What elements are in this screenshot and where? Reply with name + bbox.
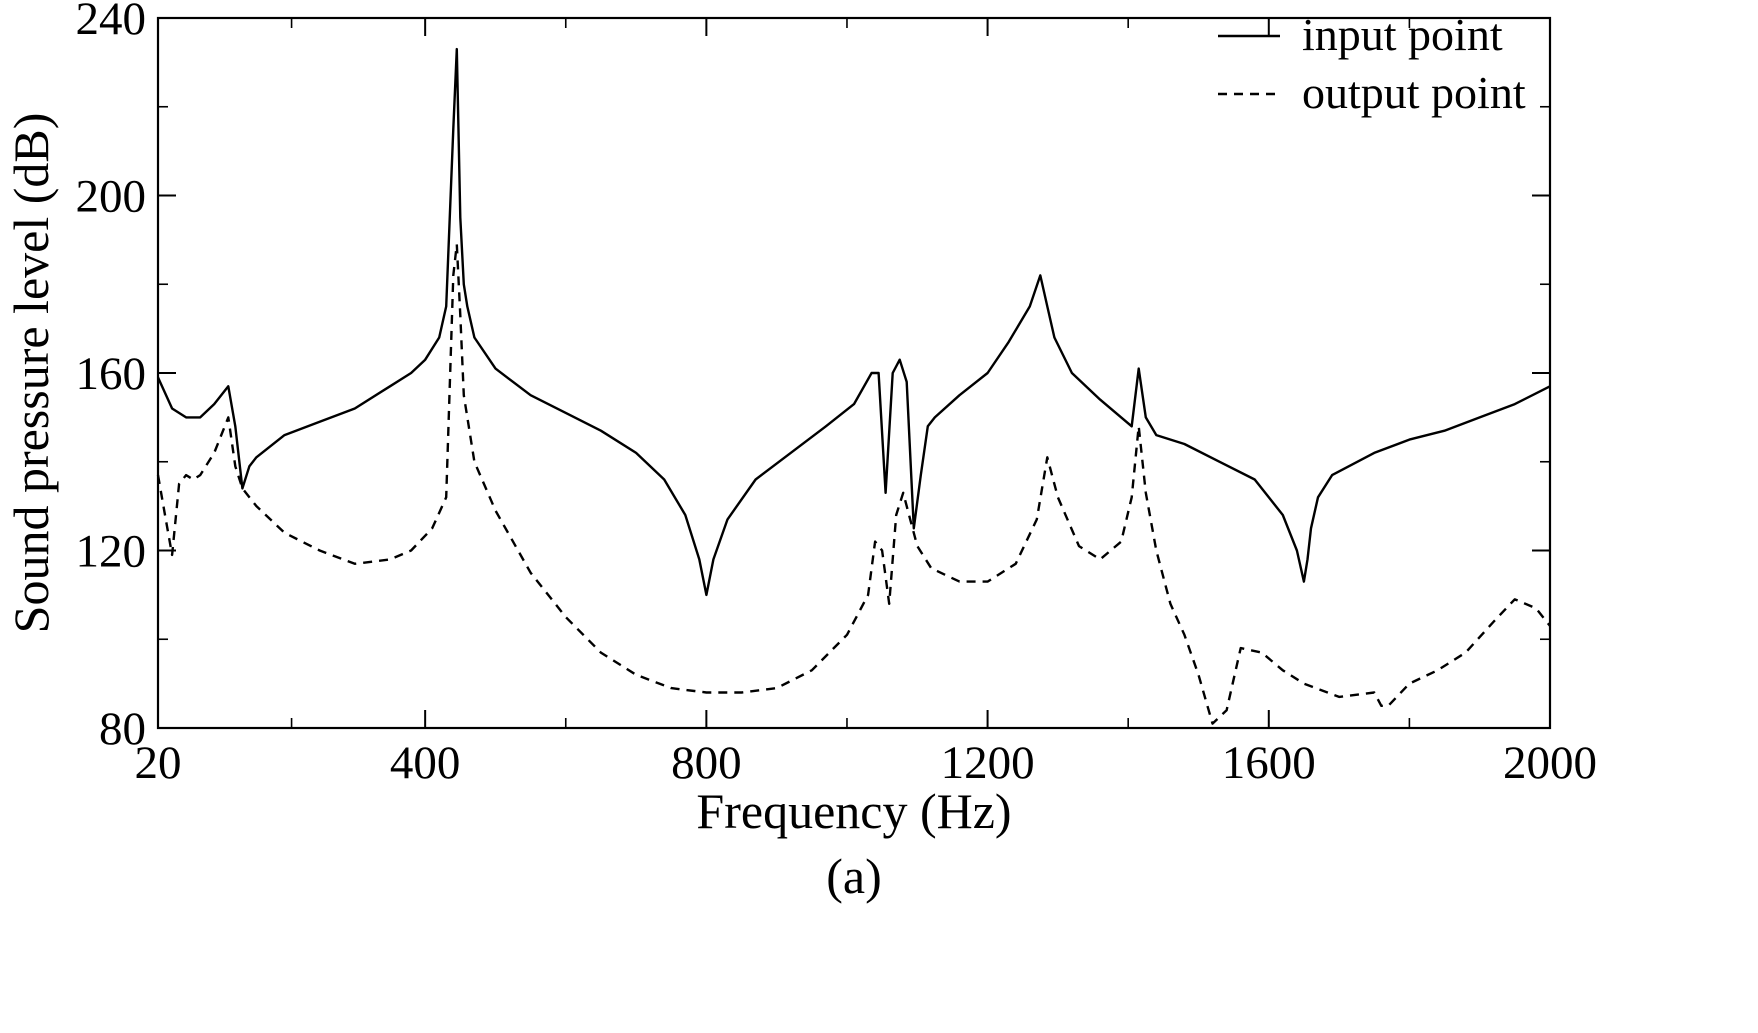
x-axis-label: Frequency (Hz)	[696, 783, 1011, 839]
legend-label-output-point: output point	[1302, 67, 1526, 118]
legend: input point output point	[1218, 9, 1526, 118]
y-tick-label-200: 200	[76, 171, 147, 223]
series-line-input-point	[156, 47, 1551, 597]
plot-area-frame	[156, 16, 1552, 730]
x-tick-labels: 20 400 800 1200 1600 2000	[135, 737, 1598, 789]
x-tick-label-1200: 1200	[941, 737, 1035, 789]
x-tick-label-800: 800	[671, 737, 742, 789]
figure-caption: (a)	[826, 848, 882, 904]
legend-label-input-point: input point	[1302, 9, 1503, 60]
y-tick-label-160: 160	[76, 348, 147, 400]
y-tick-label-240: 240	[76, 0, 147, 45]
x-tick-label-1600: 1600	[1222, 737, 1316, 789]
x-tick-label-400: 400	[390, 737, 461, 789]
series-line-output-point	[156, 243, 1551, 725]
x-tick-label-2000: 2000	[1503, 737, 1597, 789]
y-tick-labels: 80 120 160 200 240	[76, 0, 147, 755]
y-tick-label-80: 80	[99, 703, 146, 755]
y-axis-label: Sound pressure level (dB)	[3, 113, 59, 634]
y-tick-label-120: 120	[76, 526, 147, 578]
x-tick-label-20: 20	[135, 737, 182, 789]
series-layer	[156, 47, 1551, 725]
